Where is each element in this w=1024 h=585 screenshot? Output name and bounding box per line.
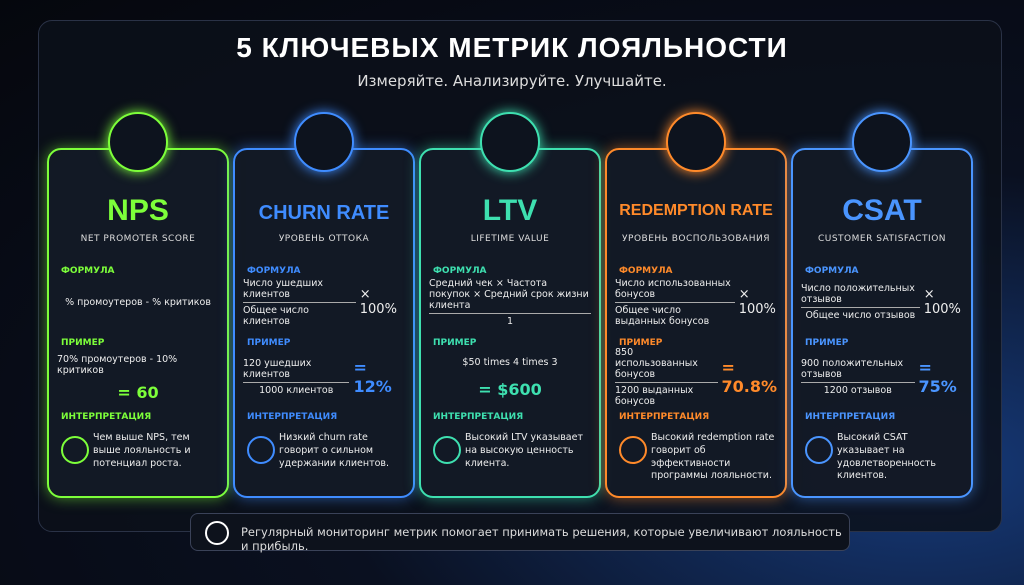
example: 120 ушедших клиентов 1000 клиентов = 12% (243, 352, 405, 402)
example-result: = 70.8% (721, 358, 778, 396)
example-fraction: $50 times 4 times 3 (462, 355, 557, 370)
example-line: 850 использованных бонусов (615, 345, 718, 383)
card-subtitle: CUSTOMER SATISFACTION (817, 234, 947, 244)
formula-line: Число ушедших клиентов (243, 276, 356, 303)
interpretation-label: ИНТЕРПРЕТАЦИЯ (433, 412, 524, 422)
card-icon (108, 112, 168, 172)
example-fraction: 900 положительных отзывов 1200 отзывов (801, 356, 915, 398)
interpretation: Высокий LTV указывает на высокую ценност… (465, 432, 583, 469)
footer-text: Регулярный мониторинг метрик помогает пр… (241, 525, 842, 553)
formula-suffix: × 100% (738, 287, 776, 317)
interpretation-icon (433, 436, 461, 464)
metric-card: NPS NET PROMOTER SCORE ФОРМУЛА % промоутеро… (47, 112, 229, 498)
card-name: NPS (107, 194, 169, 227)
title: 5 КЛЮЧЕВЫХ МЕТРИК ЛОЯЛЬНОСТИ (236, 32, 788, 63)
footer: Регулярный мониторинг метрик помогает пр… (190, 513, 850, 553)
example-label: ПРИМЕР (619, 338, 663, 348)
formula: Средний чек × Частота покупок × Средний … (429, 278, 591, 327)
interpretation-label: ИНТЕРПРЕТАЦИЯ (247, 412, 338, 422)
example-label: ПРИМЕР (61, 338, 105, 348)
interpretation-icon (805, 436, 833, 464)
example-fraction: 850 использованных бонусов 1200 выданных … (615, 345, 718, 409)
example: 70% промоутеров - 10% критиков = 60 (57, 352, 219, 402)
card-name: CHURN RATE (258, 202, 390, 224)
card-icon (852, 112, 912, 172)
formula-fraction: Число использованных бонусов Общее число … (615, 276, 735, 329)
example-label: ПРИМЕР (433, 338, 477, 348)
example-line: 70% промоутеров - 10% критиков (57, 354, 178, 377)
metric-card: LTV LIFETIME VALUE ФОРМУЛА Средний чек × Ча… (419, 112, 601, 498)
formula-line: Число использованных бонусов (615, 276, 735, 303)
formula-line: % промоутеров - % критиков (65, 296, 211, 308)
interpretation-label: ИНТЕРПРЕТАЦИЯ (619, 412, 710, 422)
subtitle: Измеряйте. Анализируйте. Улучшайте. (357, 72, 667, 90)
formula: % промоутеров - % критиков (57, 280, 219, 324)
formula-line: 1 (506, 315, 514, 327)
example-line: 120 ушедших клиентов (243, 356, 350, 383)
interpretation-icon (61, 436, 89, 464)
formula-line: Средний чек × Частота покупок × Средний … (429, 276, 591, 314)
formula-fraction: % промоутеров - % критиков (65, 295, 211, 310)
example: 850 использованных бонусов 1200 выданных … (615, 347, 778, 407)
example-line: 1200 выданных бонусов (615, 385, 694, 407)
example-fraction: 70% промоутеров - 10% критиков (57, 352, 219, 378)
formula-label: ФОРМУЛА (619, 266, 673, 276)
formula-line: Общее число выданных бонусов (615, 304, 710, 327)
formula-fraction: Число положительных отзывов Общее число о… (801, 281, 920, 323)
card-subtitle: LIFETIME VALUE (470, 234, 550, 244)
interpretation-icon (619, 436, 647, 464)
example-line: 1200 отзывов (823, 385, 892, 396)
interpretation: Низкий churn rate говорит о сильном удер… (279, 432, 390, 469)
card-icon (666, 112, 726, 172)
formula-fraction: Средний чек × Частота покупок × Средний … (429, 276, 591, 329)
formula-label: ФОРМУЛА (805, 266, 859, 276)
example-line: 900 положительных отзывов (801, 356, 915, 383)
example-label: ПРИМЕР (805, 338, 849, 348)
formula-line: Общее число отзывов (805, 310, 916, 321)
formula-label: ФОРМУЛА (433, 266, 487, 276)
card-icon (294, 112, 354, 172)
example-label: ПРИМЕР (247, 338, 291, 348)
formula-suffix: × 100% (359, 287, 397, 317)
example-fraction: 120 ушедших клиентов 1000 клиентов (243, 356, 350, 398)
example-result: = 12% (353, 358, 392, 396)
card-name: LTV (482, 194, 538, 227)
card-subtitle: NET PROMOTER SCORE (80, 234, 196, 244)
card-name: REDEMPTION RATE (619, 202, 773, 219)
example-result: = $600 (478, 380, 542, 399)
example: 900 положительных отзывов 1200 отзывов = 7… (801, 352, 963, 402)
example-line: 1000 клиентов (259, 385, 334, 396)
formula-suffix: × 100% (923, 287, 961, 317)
example-line: $50 times 4 times 3 (462, 357, 558, 368)
interpretation: Высокий CSAT указывает на удовлетворенно… (837, 432, 936, 482)
metric-card: CSAT CUSTOMER SATISFACTION ФОРМУЛА Число по… (791, 112, 973, 498)
interpretation-label: ИНТЕРПРЕТАЦИЯ (805, 412, 896, 422)
card-icon (480, 112, 540, 172)
formula-fraction: Число ушедших клиентов Общее число клиент… (243, 276, 356, 329)
formula-line: Число положительных отзывов (801, 281, 920, 308)
formula-label: ФОРМУЛА (247, 266, 301, 276)
example-result: = 60 (117, 382, 159, 402)
card-subtitle: УРОВЕНЬ ВОСПОЛЬЗОВАНИЯ (622, 234, 770, 244)
metric-card: REDEMPTION RATE УРОВЕНЬ ВОСПОЛЬЗОВАНИЯ ФОР… (605, 112, 787, 498)
example: $50 times 4 times 3 = $600 (429, 352, 591, 402)
footer-icon (205, 521, 229, 545)
formula: Число положительных отзывов Общее число о… (801, 280, 963, 324)
formula: Число использованных бонусов Общее число … (615, 278, 777, 327)
interpretation-icon (247, 436, 275, 464)
formula-line: Общее число клиентов (243, 304, 309, 327)
interpretation-label: ИНТЕРПРЕТАЦИЯ (61, 412, 152, 422)
interpretation: Чем выше NPS, тем выше лояльность и поте… (93, 432, 191, 469)
card-subtitle: УРОВЕНЬ ОТТОКА (278, 234, 370, 244)
interpretation: Высокий redemption rate говорит об эффек… (651, 432, 775, 482)
metric-card: CHURN RATE УРОВЕНЬ ОТТОКА ФОРМУЛА Число уше… (233, 112, 415, 498)
formula: Число ушедших клиентов Общее число клиент… (243, 278, 405, 327)
card-name: CSAT (842, 194, 922, 227)
example-result: = 75% (918, 358, 957, 396)
formula-label: ФОРМУЛА (61, 266, 115, 276)
